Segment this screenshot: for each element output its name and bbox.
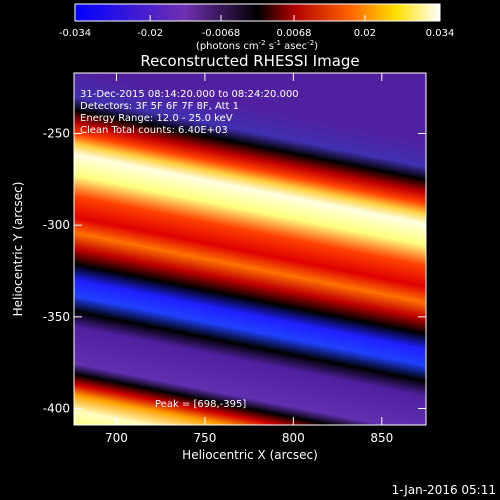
plot-frame [73,72,427,426]
colorbar-tick-label: 0.02 [354,28,376,39]
y-tick-label: -350 [43,310,70,324]
chart-title: Reconstructed RHESSI Image [140,52,359,70]
annotation: Detectors: 3F 5F 6F 7F 8F, Att 1 [80,101,239,112]
colorbar-label-part: -2 [307,39,314,47]
x-axis-label: Heliocentric X (arcsec) [182,448,318,462]
colorbar-label-part: -1 [274,39,281,47]
y-tick-label: -400 [43,402,70,416]
image [74,73,426,425]
colorbar-tick-label: 0.034 [426,28,455,39]
x-tick-label: 750 [193,431,216,445]
y-tick-label: -250 [43,127,70,141]
x-tick-label: 850 [370,431,393,445]
colorbar-tick-label: 0.0068 [277,28,312,39]
colorbar-label-part: ) [314,41,318,52]
colorbar-tick-label: -0.02 [137,28,163,39]
colorbar-label-part: asec [281,41,307,52]
annotation: Clean Total counts: 6.40E+03 [80,125,228,136]
colorbar-tick-label: -0.0068 [202,28,241,39]
colorbar-label-part: (photons cm [196,41,259,52]
colorbar-label-part: s [266,41,274,52]
colorbar-label-part: -2 [259,39,266,47]
annotation: Energy Range: 12.0 - 25.0 keV [80,113,233,124]
colorbar [74,3,441,22]
annotation: 31-Dec-2015 08:14:20.000 to 08:24:20.000 [80,89,299,100]
timestamp: 1-Jan-2016 05:11 [392,483,496,497]
x-tick-label: 800 [282,431,305,445]
y-axis-label: Heliocentric Y (arcsec) [11,182,25,317]
y-tick-label: -300 [43,218,70,232]
colorbar-tick-label: -0.034 [59,28,91,39]
peak-label: Peak = [698,-395] [155,399,246,410]
x-tick-label: 700 [105,431,128,445]
colorbar-label: (photons cm-2 s-1 asec-2) [196,39,318,52]
